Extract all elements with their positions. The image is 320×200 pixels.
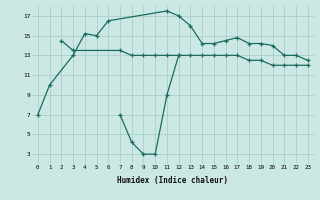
X-axis label: Humidex (Indice chaleur): Humidex (Indice chaleur) bbox=[117, 176, 228, 185]
